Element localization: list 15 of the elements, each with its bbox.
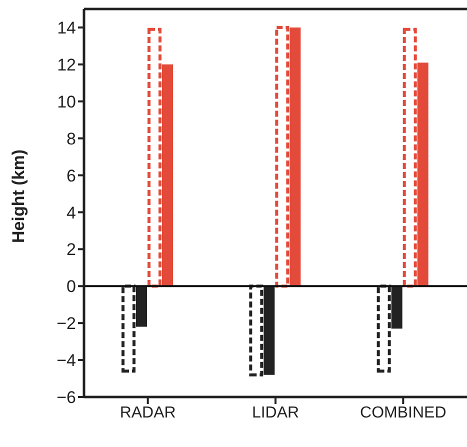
y-tick-label: 10 xyxy=(57,92,76,112)
y-tick-label: −2 xyxy=(56,314,76,334)
y-tick-label: 4 xyxy=(66,203,76,222)
x-tick-label: LIDAR xyxy=(252,404,300,422)
y-tick-label: 6 xyxy=(66,166,76,186)
y-tick-label: −4 xyxy=(56,351,76,370)
y-tick-label: 12 xyxy=(57,55,76,74)
y-tick-label: 14 xyxy=(57,18,76,38)
y-tick-label: 8 xyxy=(66,129,76,148)
y-tick-label: 2 xyxy=(66,240,76,260)
y-axis-title: Height (km) xyxy=(9,150,28,243)
y-tick-label: −6 xyxy=(56,388,76,408)
x-tick-label: COMBINED xyxy=(360,404,446,422)
y-tick-label: 0 xyxy=(66,277,76,296)
x-tick-label: RADAR xyxy=(120,404,176,422)
